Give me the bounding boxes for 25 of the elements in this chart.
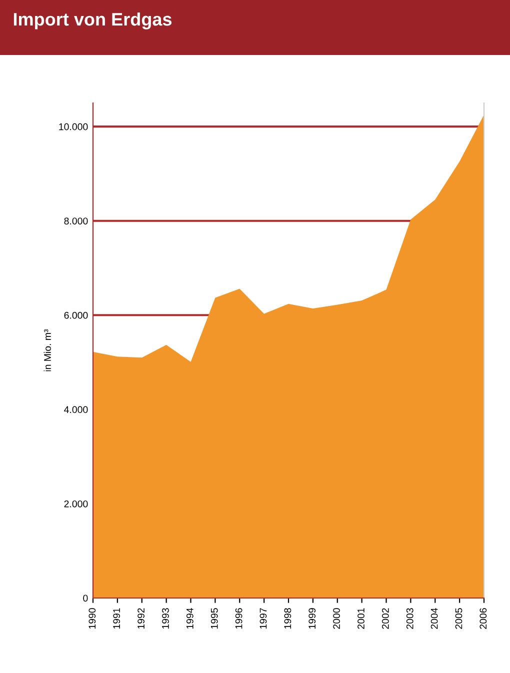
x-tick-label: 1993 — [162, 608, 169, 629]
y-tick-label: 4.000 — [64, 406, 88, 414]
x-tick-label: 2005 — [455, 608, 462, 629]
chart-title: Import von Erdgas — [14, 12, 172, 30]
x-tick-label: 1997 — [260, 608, 267, 629]
x-tick-label: 2002 — [382, 608, 389, 629]
x-tick-label: 2000 — [333, 608, 340, 629]
y-tick-label: 6.000 — [64, 312, 88, 319]
y-axis-title: in Mio. m³ — [44, 329, 51, 372]
x-tick-label: 1996 — [235, 608, 242, 629]
x-tick-label: 2004 — [430, 608, 438, 629]
x-tick-label: 1990 — [88, 608, 96, 629]
x-tick-label: 2006 — [480, 608, 487, 629]
x-tick-label: 1995 — [210, 608, 218, 629]
x-tick-label: 1994 — [186, 608, 194, 629]
x-tick-label: 1999 — [308, 608, 316, 629]
y-tick-label: 10.000 — [59, 123, 88, 130]
y-tick-label: 2.000 — [64, 500, 88, 508]
x-tick-label: 2003 — [406, 608, 414, 629]
x-tick-label: 1998 — [284, 608, 292, 629]
x-tick-label: 2001 — [358, 608, 364, 629]
x-tick-label: 1992 — [138, 608, 144, 629]
x-tick-label: 1991 — [113, 608, 120, 629]
y-tick-label: 8.000 — [64, 218, 88, 224]
y-tick-label: 0 — [83, 594, 88, 602]
